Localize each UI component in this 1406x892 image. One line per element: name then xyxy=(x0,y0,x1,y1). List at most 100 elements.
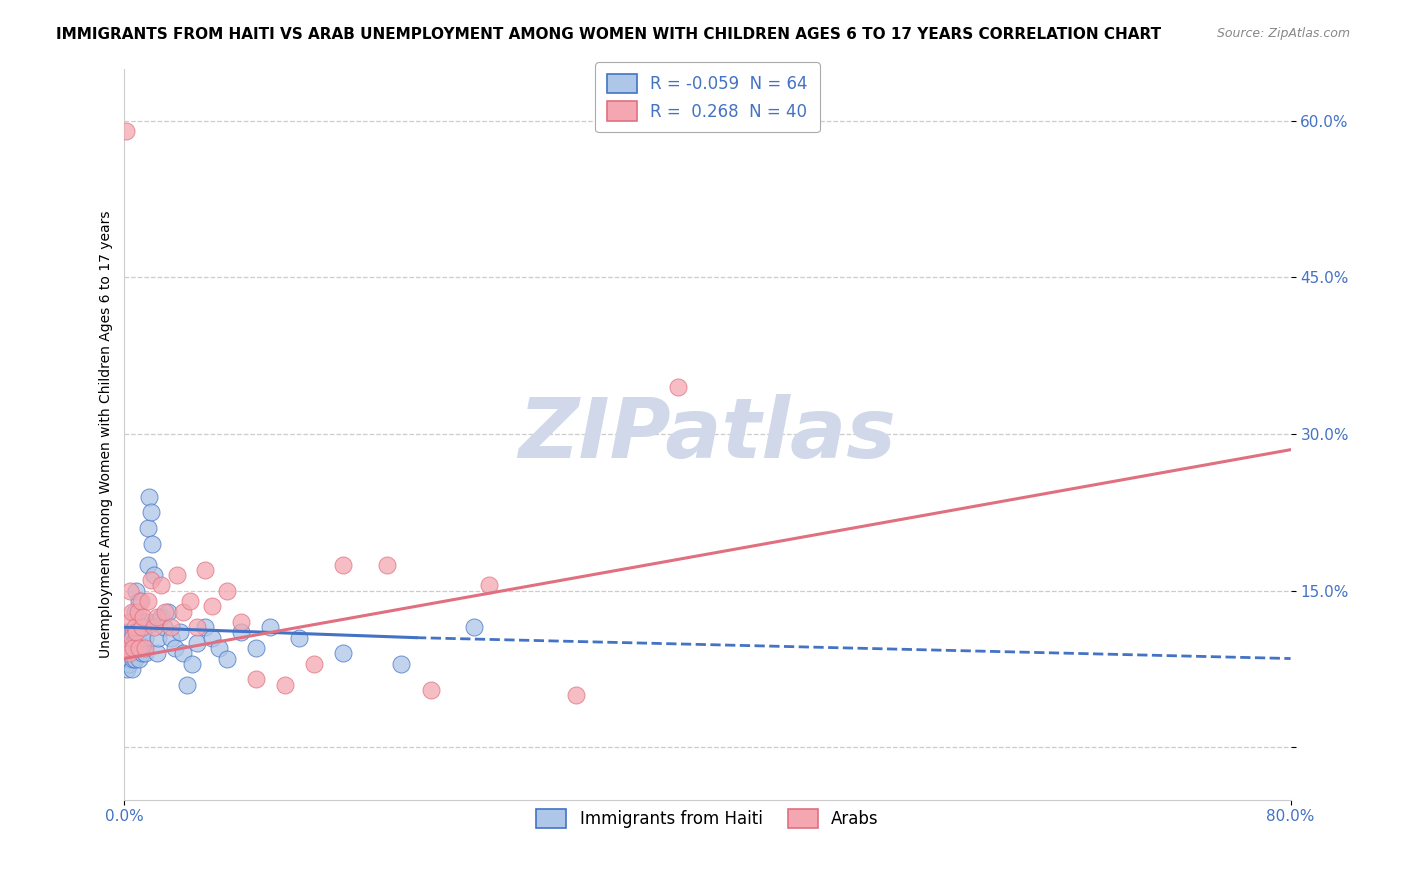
Point xyxy=(149,609,172,624)
Point xyxy=(134,641,156,656)
Point xyxy=(165,641,187,656)
Point xyxy=(122,625,145,640)
Point xyxy=(201,631,224,645)
Point xyxy=(131,631,153,645)
Point xyxy=(132,620,155,634)
Point xyxy=(136,558,159,572)
Point xyxy=(122,636,145,650)
Point xyxy=(127,641,149,656)
Point xyxy=(132,609,155,624)
Point xyxy=(117,648,139,663)
Point xyxy=(135,615,157,629)
Point xyxy=(463,620,485,634)
Point xyxy=(208,641,231,656)
Point xyxy=(194,563,217,577)
Point xyxy=(478,578,501,592)
Point xyxy=(127,605,149,619)
Point xyxy=(332,558,354,572)
Point xyxy=(419,682,441,697)
Point xyxy=(245,641,267,656)
Text: Source: ZipAtlas.com: Source: ZipAtlas.com xyxy=(1216,27,1350,40)
Point xyxy=(121,631,143,645)
Point xyxy=(115,631,138,645)
Point xyxy=(136,521,159,535)
Point xyxy=(134,631,156,645)
Point xyxy=(176,678,198,692)
Point xyxy=(259,620,281,634)
Point xyxy=(125,625,148,640)
Point xyxy=(118,615,141,629)
Point xyxy=(194,620,217,634)
Point xyxy=(129,594,152,608)
Point xyxy=(118,646,141,660)
Point xyxy=(391,657,413,671)
Point xyxy=(115,641,138,656)
Point xyxy=(117,625,139,640)
Point xyxy=(666,380,689,394)
Point xyxy=(166,568,188,582)
Point xyxy=(302,657,325,671)
Point xyxy=(332,646,354,660)
Point xyxy=(132,641,155,656)
Point xyxy=(121,662,143,676)
Point xyxy=(127,625,149,640)
Point xyxy=(215,651,238,665)
Point xyxy=(160,631,183,645)
Point xyxy=(117,641,139,656)
Point xyxy=(131,646,153,660)
Point xyxy=(118,646,141,660)
Point xyxy=(245,673,267,687)
Point xyxy=(375,558,398,572)
Text: ZIPatlas: ZIPatlas xyxy=(519,393,897,475)
Point xyxy=(120,651,142,665)
Point xyxy=(134,646,156,660)
Point xyxy=(186,636,208,650)
Point xyxy=(128,641,150,656)
Point xyxy=(138,490,160,504)
Point xyxy=(139,505,162,519)
Point xyxy=(124,605,146,619)
Point xyxy=(117,662,139,676)
Point xyxy=(160,620,183,634)
Point xyxy=(143,615,166,629)
Point xyxy=(145,609,167,624)
Point xyxy=(229,615,252,629)
Point xyxy=(120,641,142,656)
Point xyxy=(142,568,165,582)
Point xyxy=(128,594,150,608)
Point xyxy=(145,646,167,660)
Point xyxy=(136,594,159,608)
Point xyxy=(172,605,194,619)
Point xyxy=(118,636,141,650)
Point xyxy=(215,583,238,598)
Point xyxy=(121,631,143,645)
Point xyxy=(125,583,148,598)
Point xyxy=(128,651,150,665)
Point xyxy=(139,573,162,587)
Point xyxy=(122,641,145,656)
Point xyxy=(274,678,297,692)
Point xyxy=(146,631,169,645)
Point xyxy=(288,631,311,645)
Point xyxy=(229,625,252,640)
Point xyxy=(124,651,146,665)
Point xyxy=(124,620,146,634)
Point xyxy=(124,641,146,656)
Point xyxy=(120,583,142,598)
Point xyxy=(118,657,141,671)
Point xyxy=(142,620,165,634)
Point xyxy=(121,605,143,619)
Point xyxy=(172,646,194,660)
Point xyxy=(121,646,143,660)
Y-axis label: Unemployment Among Women with Children Ages 6 to 17 years: Unemployment Among Women with Children A… xyxy=(100,211,114,657)
Legend: Immigrants from Haiti, Arabs: Immigrants from Haiti, Arabs xyxy=(530,803,886,835)
Point xyxy=(125,631,148,645)
Point xyxy=(186,620,208,634)
Point xyxy=(149,578,172,592)
Point xyxy=(180,657,202,671)
Point xyxy=(141,536,163,550)
Text: IMMIGRANTS FROM HAITI VS ARAB UNEMPLOYMENT AMONG WOMEN WITH CHILDREN AGES 6 TO 1: IMMIGRANTS FROM HAITI VS ARAB UNEMPLOYME… xyxy=(56,27,1161,42)
Point xyxy=(128,636,150,650)
Point xyxy=(153,620,176,634)
Point xyxy=(179,594,201,608)
